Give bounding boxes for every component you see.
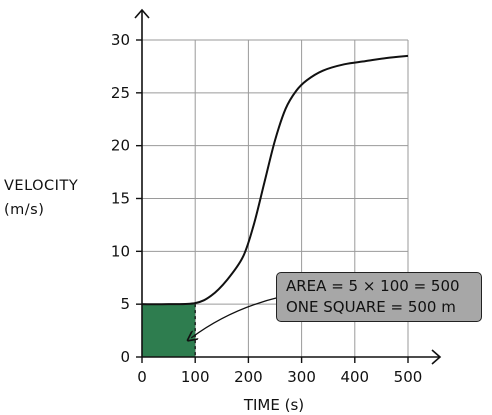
- shaded-area-region: [142, 304, 196, 357]
- y-tick-label-15: 15: [111, 190, 130, 208]
- axis-ticks: 0 100 200 300 400 500 0 5 10 15 20 25 30: [111, 31, 422, 386]
- y-tick-label-5: 5: [120, 295, 130, 313]
- x-tick-label-500: 500: [394, 368, 423, 386]
- x-tick-label-200: 200: [234, 368, 263, 386]
- callout-line-area: AREA = 5 × 100 = 500: [286, 277, 460, 295]
- y-axis-title-line-1: VELOCITY: [4, 178, 79, 194]
- y-tick-label-25: 25: [111, 84, 130, 102]
- callout-pointer-arrow: [191, 296, 281, 338]
- x-axis-title: TIME (s): [243, 396, 304, 414]
- y-axis-arrow: [134, 8, 150, 19]
- y-tick-label-0: 0: [120, 348, 130, 366]
- x-tick-label-400: 400: [340, 368, 369, 386]
- area-callout-box: AREA = 5 × 100 = 500 ONE SQUARE = 500 m: [276, 272, 482, 322]
- x-axis-arrow: [431, 349, 442, 365]
- y-axis-title-line-2: (m/s): [4, 202, 45, 218]
- x-tick-label-0: 0: [137, 368, 147, 386]
- y-tick-label-10: 10: [111, 242, 130, 260]
- y-tick-label-30: 30: [111, 31, 130, 49]
- y-tick-label-20: 20: [111, 137, 130, 155]
- x-tick-label-300: 300: [287, 368, 316, 386]
- callout-line-square: ONE SQUARE = 500 m: [286, 298, 456, 316]
- x-tick-label-100: 100: [181, 368, 210, 386]
- velocity-curve: [141, 54, 409, 306]
